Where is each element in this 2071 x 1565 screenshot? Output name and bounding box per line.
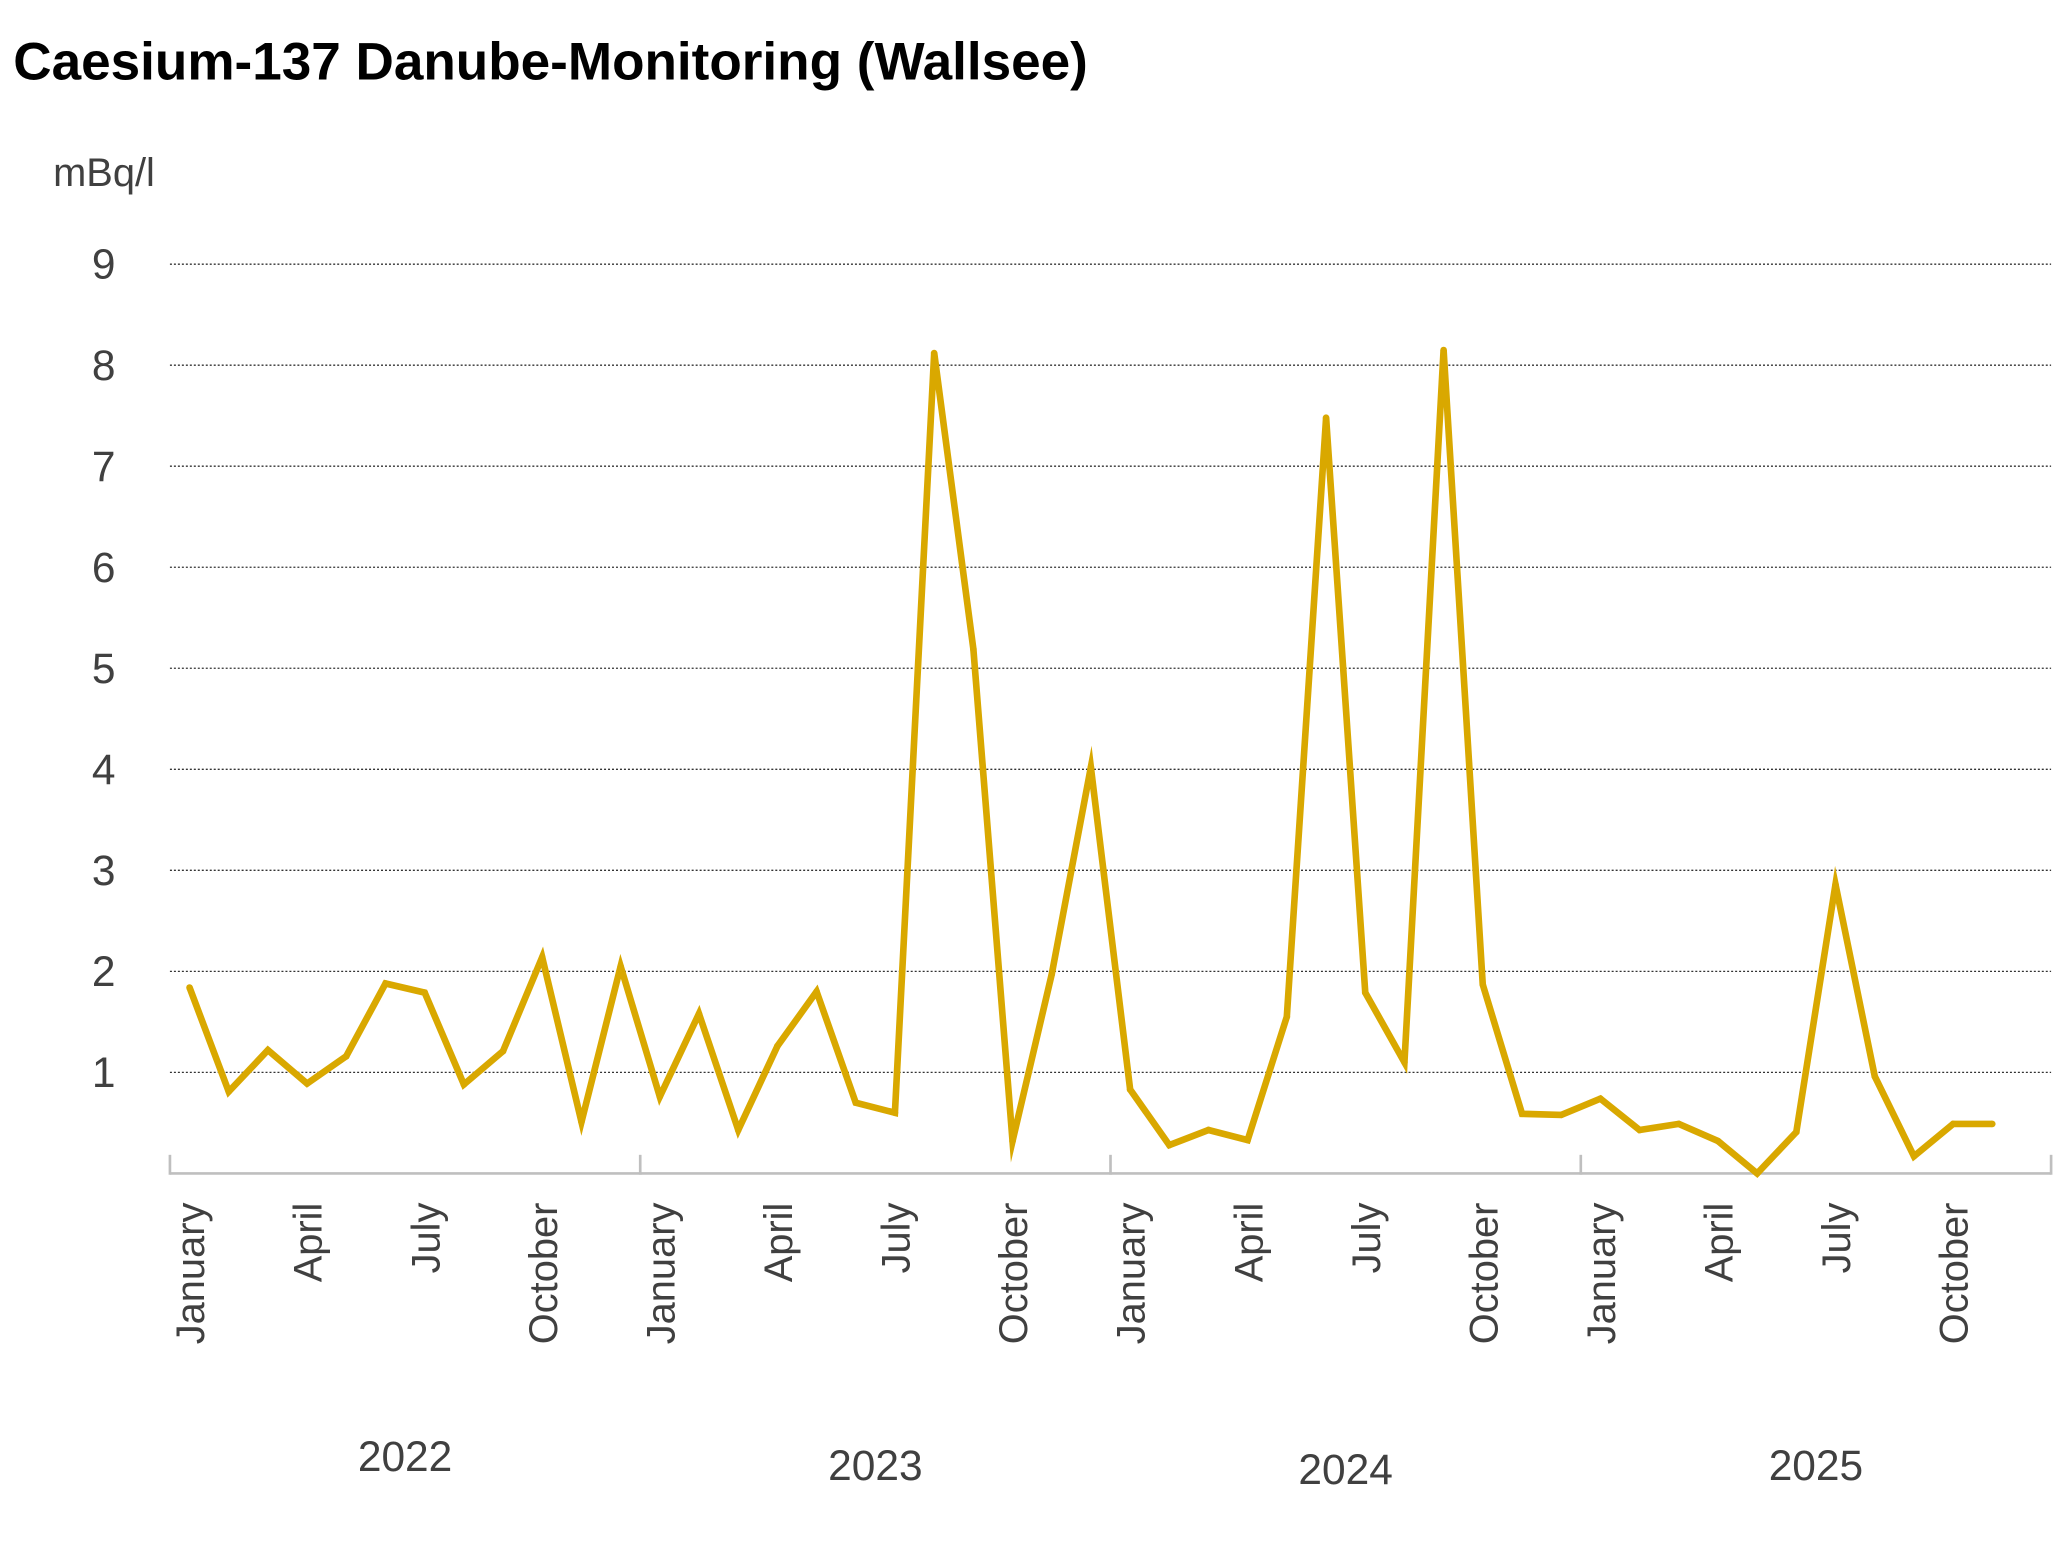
data-point (1988, 1120, 1996, 1128)
data-point (930, 349, 938, 357)
y-tick-label: 6 (92, 544, 116, 591)
data-point (1949, 1120, 1957, 1128)
data-point (1832, 881, 1839, 888)
chart-title: Caesium-137 Danube-Monitoring (Wallsee) (13, 33, 1088, 92)
data-point (421, 989, 428, 996)
data-point (225, 1088, 233, 1095)
data-point (1597, 1095, 1604, 1102)
data-point (578, 1118, 585, 1126)
x-tick-label: October (522, 1203, 566, 1345)
data-point (1361, 989, 1369, 996)
x-tick-label: July (875, 1203, 919, 1274)
y-tick-label: 1 (92, 1049, 116, 1096)
data-point (852, 1099, 860, 1107)
year-label: 2024 (1298, 1446, 1392, 1493)
x-axis: January April July October 2022 January April J… (168, 1154, 2053, 1493)
data-point (1126, 1086, 1134, 1093)
x-tick-label: October (1462, 1203, 1506, 1345)
x-tick-label: January (1580, 1203, 1624, 1345)
year-label: 2025 (1769, 1442, 1863, 1489)
data-point (1910, 1152, 1918, 1160)
y-tick-label: 9 (92, 241, 116, 288)
data-point (734, 1126, 742, 1134)
data-point (891, 1109, 899, 1117)
y-tick-label: 3 (92, 847, 116, 894)
data-point (1753, 1170, 1761, 1177)
x-tick-label: October (992, 1203, 1036, 1345)
data-point (695, 1010, 703, 1018)
data-point (1244, 1136, 1251, 1144)
data-point (1401, 1058, 1408, 1066)
data-point (264, 1046, 272, 1054)
data-point (538, 953, 546, 961)
gridlines (169, 263, 2052, 1074)
x-tick-label: January (1110, 1203, 1154, 1345)
data-point (774, 1042, 781, 1050)
x-tick-label: April (1698, 1203, 1742, 1283)
x-tick-label: July (1345, 1203, 1389, 1274)
data-point (656, 1093, 664, 1100)
data-point (1636, 1126, 1643, 1134)
y-tick-labels: 1 2 3 4 5 6 7 8 9 (92, 241, 116, 1096)
x-tick-label: April (1227, 1203, 1271, 1283)
series-line (186, 349, 1993, 1178)
y-tick-label: 8 (92, 342, 116, 389)
data-point (186, 984, 193, 991)
data-point (617, 962, 624, 970)
data-point (1714, 1137, 1722, 1145)
data-point (1009, 1137, 1016, 1145)
data-point (1322, 414, 1330, 422)
data-point (1205, 1126, 1212, 1134)
year-label: 2023 (828, 1442, 922, 1489)
x-tick-label: October (1933, 1203, 1977, 1345)
x-tick-label: January (639, 1203, 683, 1345)
y-tick-label: 5 (92, 645, 116, 692)
data-point (1479, 981, 1487, 988)
data-point (1518, 1110, 1526, 1118)
data-point (1793, 1128, 1800, 1136)
data-point (499, 1047, 507, 1055)
data-point (813, 988, 820, 995)
data-point (1283, 1013, 1291, 1021)
x-tick-label: July (1815, 1203, 1859, 1274)
y-tick-label: 4 (92, 746, 116, 793)
x-tick-label: January (169, 1203, 213, 1345)
data-point (1675, 1120, 1683, 1128)
data-point (1871, 1073, 1879, 1080)
x-tick-label: April (287, 1203, 331, 1283)
x-tick-label: July (404, 1203, 448, 1274)
data-point (460, 1081, 468, 1088)
series (186, 346, 1996, 1178)
data-point (342, 1052, 350, 1060)
data-point (1557, 1111, 1565, 1119)
data-point (1440, 346, 1447, 354)
data-point (1048, 971, 1056, 978)
x-tick-label: April (757, 1203, 801, 1283)
year-label: 2022 (358, 1433, 452, 1480)
data-point (303, 1080, 311, 1087)
y-tick-label: 2 (92, 948, 116, 995)
data-point (1087, 763, 1095, 771)
data-point (970, 645, 977, 653)
y-tick-label: 7 (92, 443, 116, 490)
y-axis-unit-label: mBq/l (53, 151, 155, 195)
data-point (382, 980, 389, 987)
data-point (1165, 1141, 1173, 1149)
